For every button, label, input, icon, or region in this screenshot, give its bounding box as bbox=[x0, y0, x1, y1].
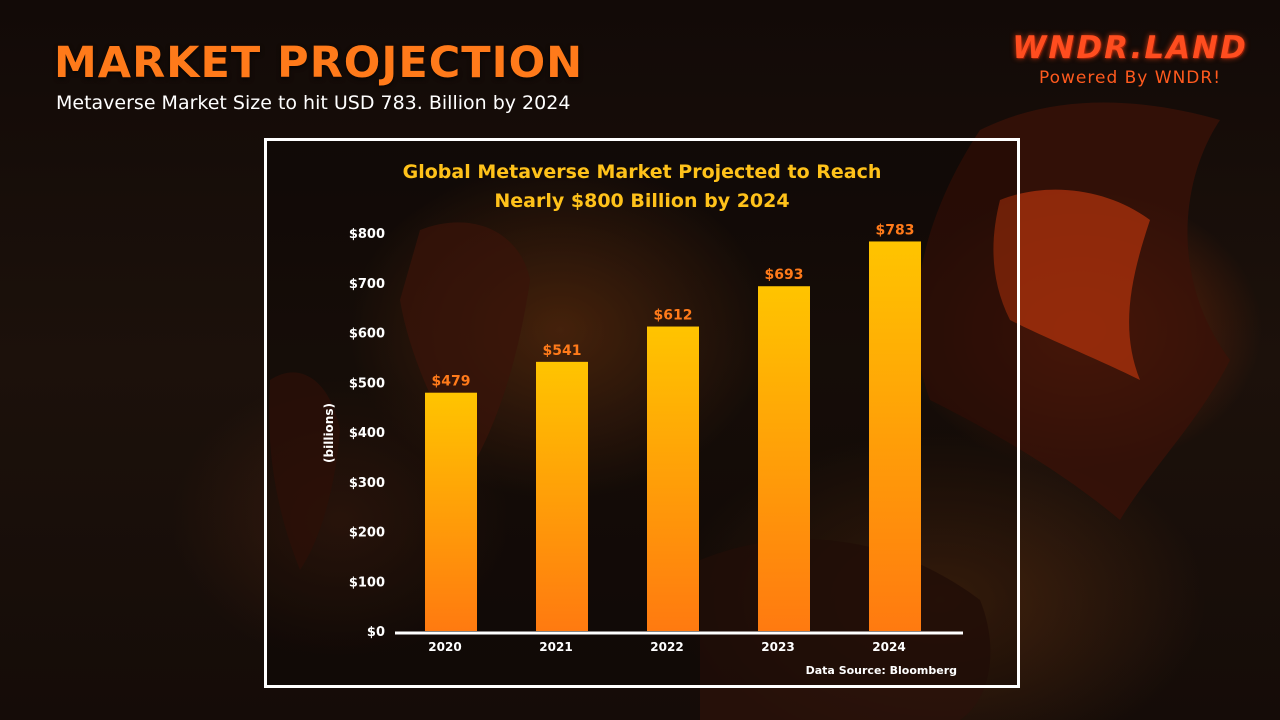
chart-title-line-1: Global Metaverse Market Projected to Rea… bbox=[403, 161, 882, 183]
bar bbox=[425, 392, 477, 631]
x-tick-label: 2023 bbox=[761, 640, 794, 654]
y-tick-label: $800 bbox=[349, 227, 385, 242]
slide-subtitle: Metaverse Market Size to hit USD 783. Bi… bbox=[56, 92, 571, 114]
x-tick-label: 2020 bbox=[428, 640, 461, 654]
bar-data-label: $783 bbox=[876, 222, 915, 238]
y-axis-ticks: $0 $100 $200 $300 $400 $500 $600 $700 $800 bbox=[349, 227, 385, 640]
bar bbox=[647, 326, 699, 631]
x-axis-ticks: 2020 2021 2022 2023 2024 bbox=[428, 640, 905, 654]
y-tick-label: $400 bbox=[349, 426, 385, 441]
y-tick-label: $600 bbox=[349, 327, 385, 342]
brand-block: WNDR.LAND Powered By WNDR! bbox=[1004, 30, 1256, 88]
y-tick-label: $700 bbox=[349, 277, 385, 292]
brand-logo: WNDR.LAND bbox=[1012, 30, 1248, 66]
x-tick-label: 2021 bbox=[539, 640, 572, 654]
bar-data-label: $479 bbox=[432, 374, 471, 390]
x-tick-label: 2024 bbox=[872, 640, 905, 654]
bar bbox=[758, 286, 810, 631]
y-axis-label: (billions) bbox=[322, 403, 336, 463]
data-source-note: Data Source: Bloomberg bbox=[806, 664, 957, 677]
y-tick-label: $100 bbox=[349, 575, 385, 590]
y-tick-label: $300 bbox=[349, 476, 385, 491]
bar-data-labels: $479 $541 $612 $693 $783 bbox=[432, 222, 915, 389]
bar-data-label: $612 bbox=[654, 308, 693, 324]
x-tick-label: 2022 bbox=[650, 640, 683, 654]
y-tick-label: $0 bbox=[367, 625, 385, 640]
brand-tagline: Powered By WNDR! bbox=[1038, 68, 1222, 88]
chart-frame: Global Metaverse Market Projected to Rea… bbox=[264, 138, 1020, 688]
bar bbox=[869, 241, 921, 631]
bar-data-label: $541 bbox=[543, 343, 582, 359]
bar-data-label: $693 bbox=[765, 267, 804, 283]
bars bbox=[425, 241, 921, 631]
chart-title-line-2: Nearly $800 Billion by 2024 bbox=[494, 190, 789, 212]
y-tick-label: $500 bbox=[349, 376, 385, 391]
bar bbox=[536, 361, 588, 631]
bar-chart: Global Metaverse Market Projected to Rea… bbox=[322, 161, 963, 677]
y-tick-label: $200 bbox=[349, 526, 385, 541]
slide-title: MARKET PROJECTION bbox=[54, 38, 584, 88]
